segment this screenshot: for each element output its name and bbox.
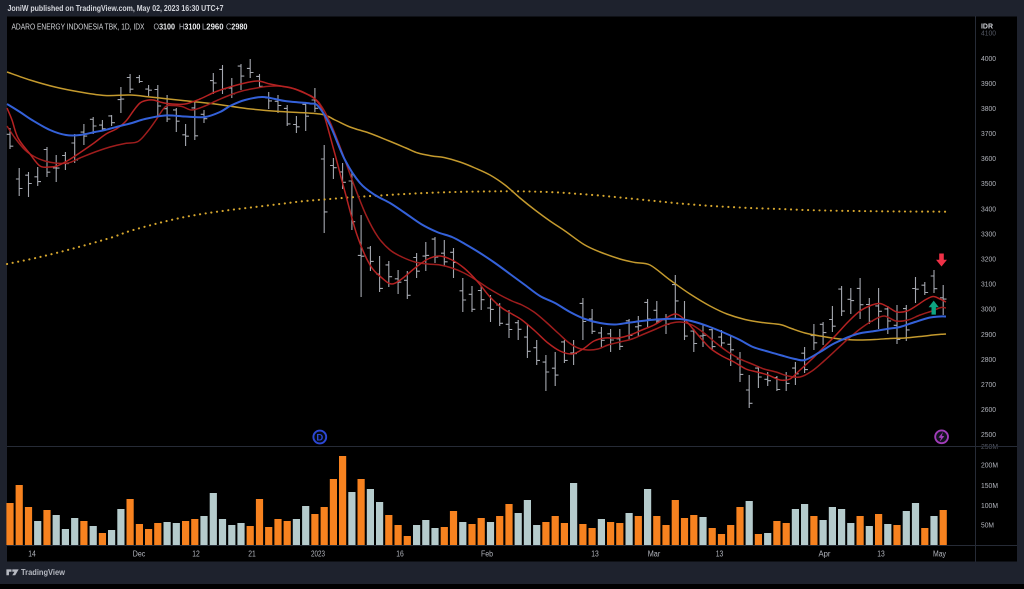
svg-text:150M: 150M [981, 481, 998, 490]
svg-text:100M: 100M [981, 501, 998, 510]
svg-text:ADARO ENERGY INDONESIA TBK, 1D: ADARO ENERGY INDONESIA TBK, 1D, IDX [12, 23, 146, 32]
svg-text:2900: 2900 [981, 330, 996, 339]
svg-text:C2980: C2980 [226, 23, 248, 32]
svg-text:50M: 50M [981, 521, 994, 530]
svg-text:D: D [316, 433, 323, 444]
svg-text:4100: 4100 [981, 29, 996, 38]
svg-text:O3100: O3100 [154, 23, 176, 32]
svg-text:Mar: Mar [648, 549, 661, 558]
svg-text:TradingView: TradingView [21, 568, 66, 577]
svg-text:2700: 2700 [981, 380, 996, 389]
svg-text:3400: 3400 [981, 204, 996, 213]
svg-text:Dec: Dec [133, 549, 146, 558]
svg-text:L2960: L2960 [202, 23, 224, 32]
svg-text:14: 14 [28, 549, 36, 558]
svg-text:3600: 3600 [981, 154, 996, 163]
svg-text:May: May [933, 549, 946, 558]
svg-text:H3100: H3100 [179, 23, 201, 32]
svg-text:13: 13 [877, 549, 885, 558]
svg-text:2800: 2800 [981, 355, 996, 364]
svg-text:12: 12 [192, 549, 200, 558]
svg-text:Feb: Feb [481, 549, 493, 558]
svg-text:3300: 3300 [981, 229, 996, 238]
svg-text:2500: 2500 [981, 430, 996, 439]
svg-text:200M: 200M [981, 461, 998, 470]
svg-text:3700: 3700 [981, 129, 996, 138]
svg-text:13: 13 [591, 549, 599, 558]
svg-text:3200: 3200 [981, 255, 996, 264]
svg-text:3500: 3500 [981, 179, 996, 188]
svg-text:3800: 3800 [981, 104, 996, 113]
svg-text:2023: 2023 [311, 549, 325, 558]
svg-text:IDR: IDR [981, 21, 994, 30]
svg-text:13: 13 [716, 549, 724, 558]
svg-text:3900: 3900 [981, 79, 996, 88]
svg-text:21: 21 [248, 549, 256, 558]
svg-text:JoniW published on TradingView: JoniW published on TradingView.com, May … [8, 3, 224, 13]
svg-text:3000: 3000 [981, 305, 996, 314]
svg-text:3100: 3100 [981, 280, 996, 289]
svg-text:16: 16 [396, 549, 404, 558]
svg-text:2600: 2600 [981, 405, 996, 414]
svg-text:Apr: Apr [819, 549, 831, 558]
svg-text:4000: 4000 [981, 54, 996, 63]
